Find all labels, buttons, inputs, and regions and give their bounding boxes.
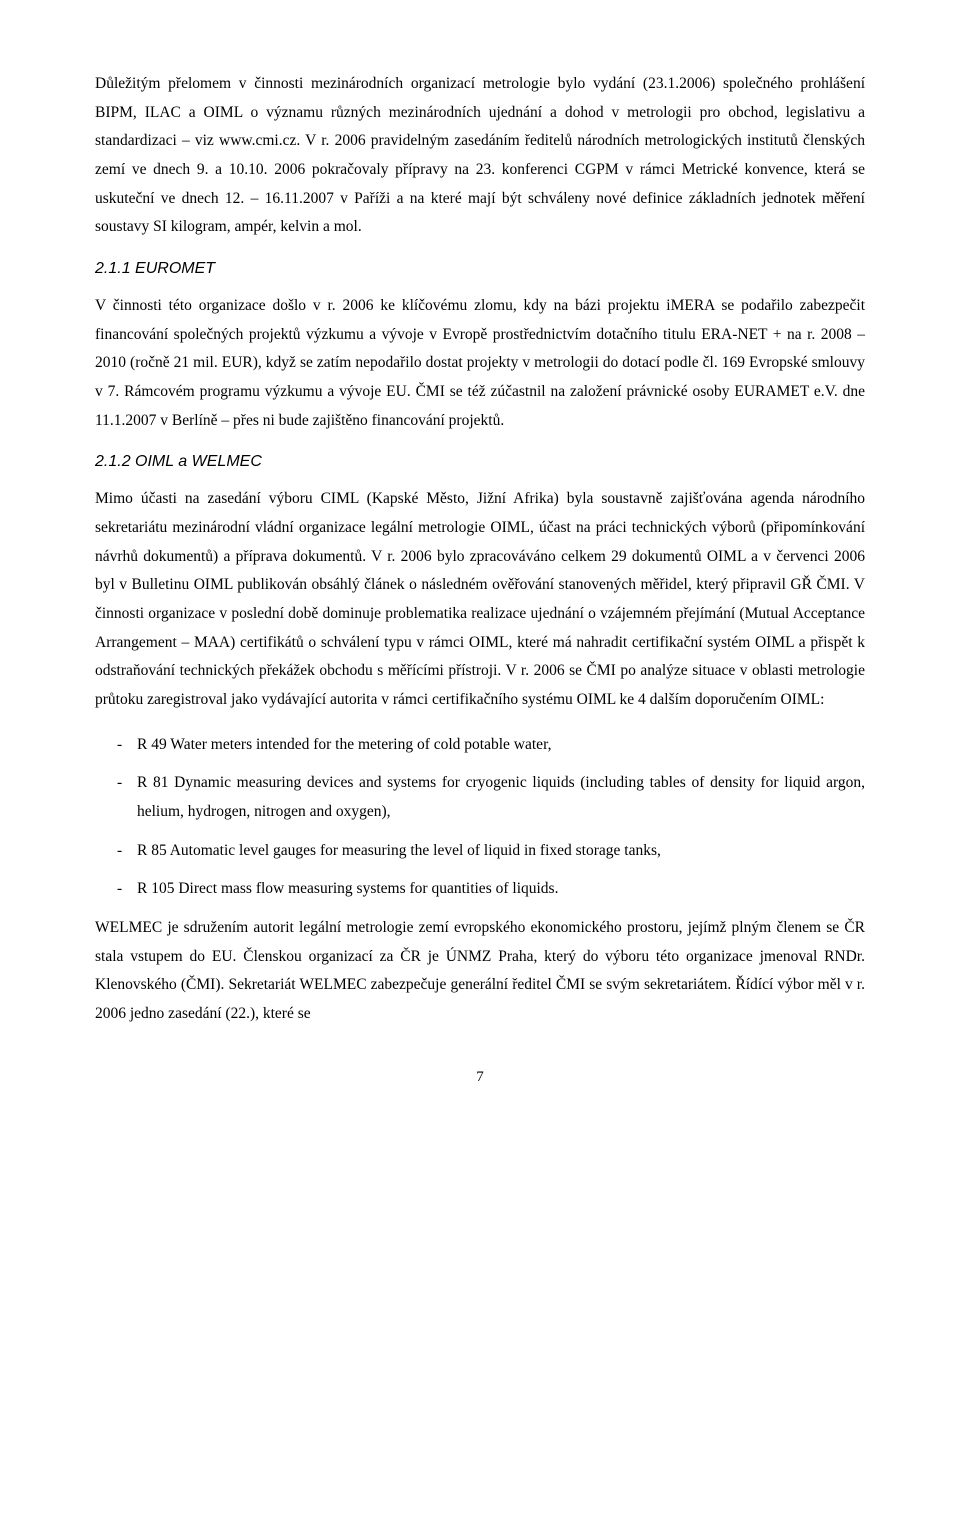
section-heading-euromet: 2.1.1 EUROMET [95,260,865,278]
list-item: R 105 Direct mass flow measuring systems… [95,875,865,904]
body-paragraph: Důležitým přelomem v činnosti mezinárodn… [95,70,865,242]
list-item: R 85 Automatic level gauges for measurin… [95,837,865,866]
list-item: R 81 Dynamic measuring devices and syste… [95,769,865,826]
section-heading-oiml-welmec: 2.1.2 OIML a WELMEC [95,453,865,471]
page-number: 7 [95,1069,865,1086]
body-paragraph: WELMEC je sdružením autorit legální metr… [95,914,865,1029]
body-paragraph: V činnosti této organizace došlo v r. 20… [95,292,865,435]
body-paragraph: Mimo účasti na zasedání výboru CIML (Kap… [95,485,865,714]
list-item: R 49 Water meters intended for the meter… [95,731,865,760]
